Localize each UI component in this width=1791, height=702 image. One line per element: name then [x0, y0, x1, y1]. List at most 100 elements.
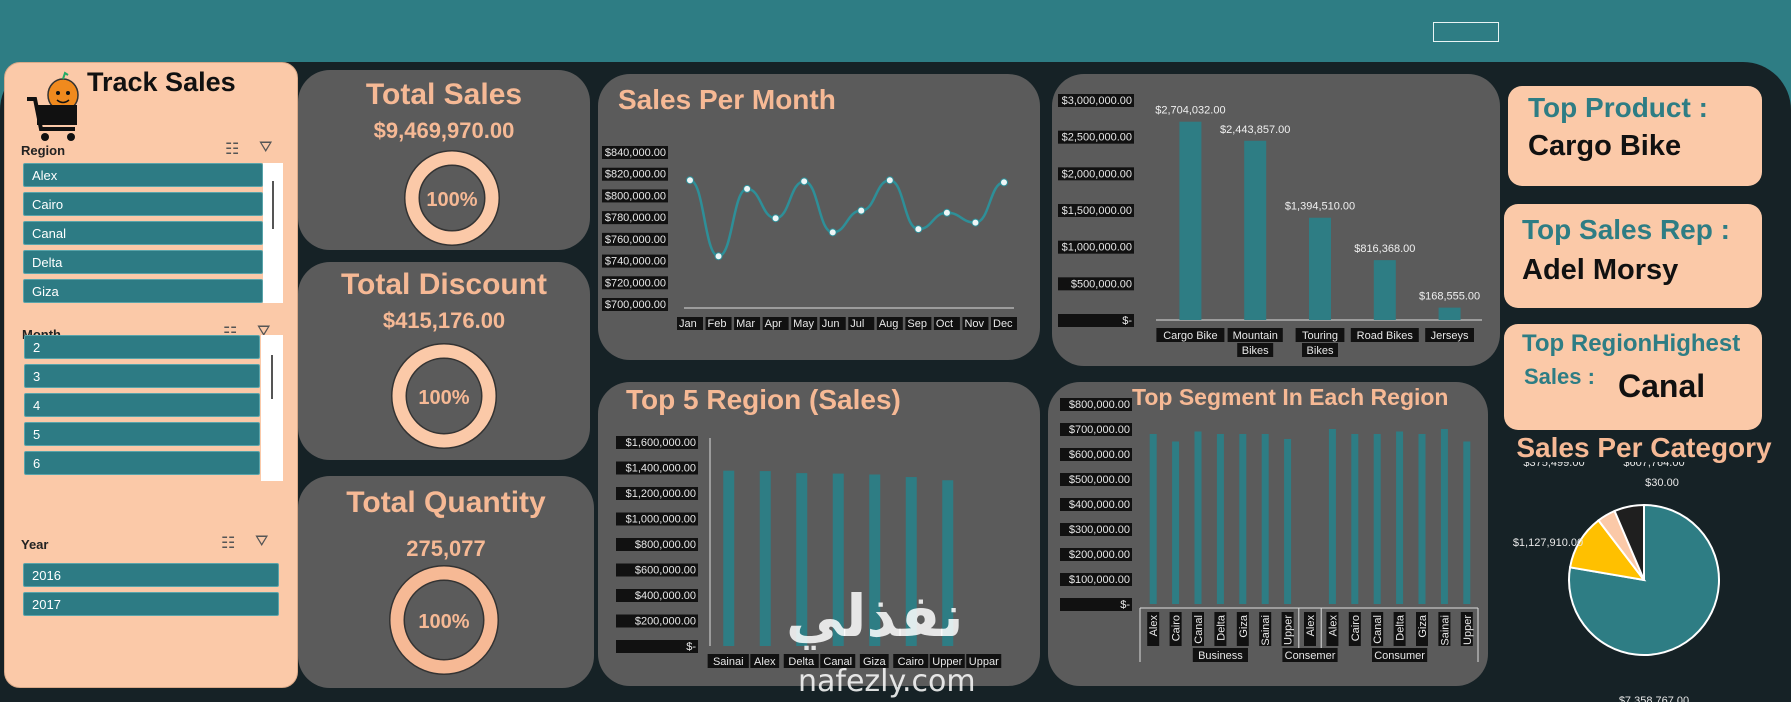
y-tick-label-bg — [616, 461, 698, 475]
y-tick-label-bg — [602, 167, 668, 181]
x-tick-label-bg — [848, 317, 875, 330]
month-scrollbar[interactable] — [261, 335, 283, 481]
top-region-label: Top RegionHighest — [1522, 330, 1741, 357]
data-point — [857, 206, 866, 215]
month-item-6[interactable]: 6 — [24, 451, 260, 475]
x-tick-label: Sainai — [713, 656, 744, 668]
kpi-percent: 100% — [418, 611, 469, 633]
x-tick-label: Giza — [1238, 614, 1250, 638]
bar — [1328, 429, 1336, 604]
year-item-2017[interactable]: 2017 — [23, 592, 279, 616]
bar — [1373, 260, 1396, 320]
x-tick-label: Delta — [1215, 614, 1227, 641]
y-tick-label: $700,000.00 — [1069, 424, 1130, 436]
data-label: $168,555.00 — [1419, 291, 1480, 303]
x-tick-label-bg — [734, 317, 761, 330]
kpi-donut-arc — [405, 151, 499, 245]
kpi-title: Total Discount — [340, 268, 548, 301]
shopping-cart-icon — [27, 71, 79, 141]
top-region-value: Canal — [1618, 368, 1706, 404]
region-item-alex[interactable]: Alex — [23, 163, 263, 187]
bar — [796, 473, 808, 646]
group-label-bg — [1372, 648, 1428, 662]
region-item-delta[interactable]: Delta — [23, 250, 263, 274]
x-tick-bg — [820, 654, 856, 668]
x-tick-bg — [1156, 328, 1225, 342]
multi-select-icon[interactable]: ☷ — [221, 535, 236, 552]
region-item-canal[interactable]: Canal — [23, 221, 263, 245]
region-slicer-title: Region — [21, 143, 66, 158]
year-item-2016[interactable]: 2016 — [23, 563, 279, 587]
data-point — [971, 218, 980, 227]
bar — [1239, 434, 1247, 604]
y-tick-label: $600,000.00 — [635, 565, 696, 577]
sales-per-category-chart: $7,358,767.00 $1,127,910.00 $375,499.00 $60… — [1513, 462, 1720, 702]
group-label-bg — [1192, 648, 1248, 662]
top-segment-card: Top Segment In Each Region $- $100,000.00… — [1048, 382, 1488, 686]
region-scroll-thumb[interactable] — [272, 181, 274, 229]
x-tick-bg — [1460, 612, 1473, 646]
x-tick-label: Upper — [1283, 615, 1295, 645]
data-point — [686, 176, 694, 185]
y-tick-label: $- — [686, 641, 696, 653]
y-tick-label: $1,600,000.00 — [626, 437, 696, 449]
top-product-label: Top Product : — [1528, 92, 1708, 123]
kpi-title: Total Sales — [365, 78, 523, 111]
x-tick-bg — [859, 654, 889, 668]
y-tick-label-bg — [1060, 598, 1132, 611]
y-tick-label-bg — [616, 538, 698, 551]
y-tick-label: $1,000,000.00 — [626, 514, 696, 526]
y-tick-label-bg — [1060, 523, 1132, 536]
y-tick-label-bg — [616, 614, 698, 628]
x-tick-label: Oct — [936, 318, 953, 330]
sales-per-month-chart: $700,000.00 $720,000.00 $740,000.00 $760,00… — [602, 146, 1017, 330]
y-tick-label-bg — [616, 487, 698, 500]
region-item-cairo[interactable]: Cairo — [23, 192, 263, 216]
x-tick-label: Cairo — [1350, 615, 1362, 641]
y-tick-label-bg — [616, 563, 698, 577]
bar — [1261, 434, 1269, 604]
x-tick-label: Sep — [907, 318, 927, 330]
y-tick-label-bg — [1060, 423, 1132, 436]
y-tick-label: $720,000.00 — [605, 277, 666, 289]
bar — [1438, 307, 1461, 320]
bar — [1244, 140, 1267, 320]
month-scroll-thumb[interactable] — [271, 355, 273, 399]
bar — [1149, 434, 1157, 604]
clear-filter-icon[interactable]: ⛛ — [259, 139, 273, 156]
y-tick-label-bg — [602, 146, 668, 159]
y-tick-label: $200,000.00 — [635, 616, 696, 628]
x-tick-label: Jun — [822, 318, 840, 330]
x-tick-bg — [783, 654, 819, 668]
clear-filter-icon[interactable]: ⛛ — [255, 533, 269, 550]
y-tick-label-bg — [616, 436, 698, 449]
multi-select-icon[interactable]: ☷ — [225, 141, 240, 158]
data-point — [743, 184, 752, 193]
month-item-3[interactable]: 3 — [24, 364, 260, 388]
x-tick-label-bg — [819, 317, 846, 330]
x-tick-bg — [1302, 343, 1338, 357]
month-item-2[interactable]: 2 — [24, 335, 260, 359]
y-tick-label-bg — [602, 298, 668, 311]
region-item-giza[interactable]: Giza — [23, 279, 263, 303]
y-tick-label-bg — [1058, 314, 1134, 327]
month-item-5[interactable]: 5 — [24, 422, 260, 446]
top-region-sales-card: Top RegionHighest Sales : Canal — [1504, 324, 1762, 430]
watermark-logo-latin: nafezly.com — [798, 664, 976, 699]
x-tick-bg — [1416, 612, 1428, 646]
bar — [1418, 434, 1426, 604]
x-tick-label-bg — [991, 317, 1017, 330]
bar — [1179, 121, 1202, 320]
x-tick-label: Jerseys — [1431, 330, 1469, 342]
y-tick-label: $1,400,000.00 — [626, 463, 696, 475]
bar — [942, 480, 954, 646]
bar — [1351, 434, 1359, 604]
region-scrollbar[interactable] — [263, 163, 283, 303]
month-item-4[interactable]: 4 — [24, 393, 260, 417]
x-tick-bg — [707, 654, 749, 668]
y-tick-label: $840,000.00 — [605, 147, 666, 159]
cell-selection-box[interactable] — [1433, 22, 1499, 42]
kpi-value: $9,469,970.00 — [373, 118, 515, 143]
y-tick-label: $1,200,000.00 — [626, 488, 696, 500]
x-tick-label: Bikes — [1307, 345, 1334, 357]
